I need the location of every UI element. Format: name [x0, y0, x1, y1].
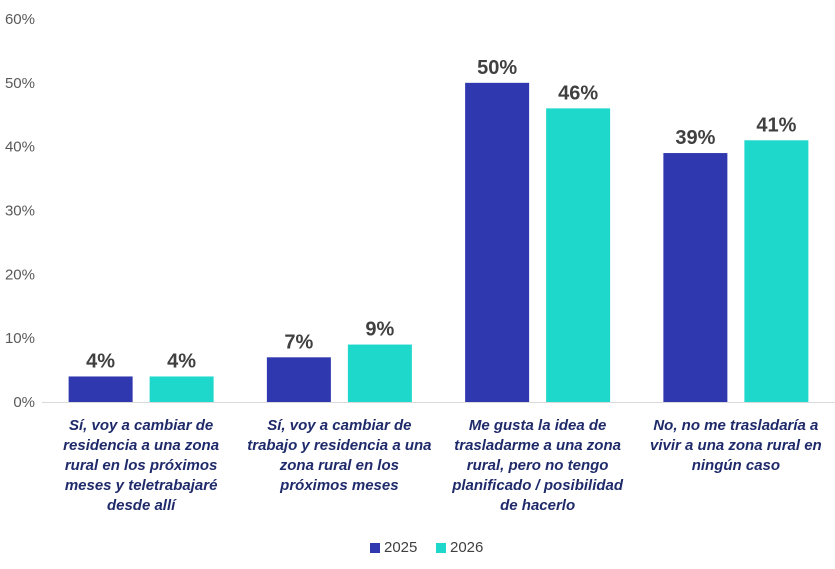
y-tick-label: 0% — [13, 394, 35, 411]
data-label: 4% — [167, 350, 196, 372]
bar — [546, 108, 611, 402]
bar — [663, 153, 728, 402]
x-category-label-line: trasladarme a una zona — [454, 437, 621, 454]
x-category-label: Me gusta la idea de trasladarme a una zon… — [451, 417, 624, 514]
x-category-label-line: rural, pero no tengo — [467, 457, 609, 474]
x-category-label: Sí, voy a cambiar de residencia a una zon… — [63, 417, 219, 514]
x-category-label-line: Sí, voy a cambiar de — [69, 417, 213, 434]
x-category-label-line: vivir a una zona rural en — [650, 437, 822, 454]
bar — [149, 376, 214, 402]
y-tick-label: 50% — [5, 75, 35, 92]
x-category-label-line: trabajo y residencia a una — [247, 437, 431, 454]
data-label: 41% — [756, 114, 796, 136]
bar — [465, 82, 530, 402]
x-category-label-line: meses y teletrabajaré — [65, 477, 218, 494]
legend-swatch — [370, 543, 380, 553]
y-tick-label: 10% — [5, 330, 35, 347]
y-tick-label: 20% — [5, 266, 35, 283]
bar — [744, 140, 809, 403]
data-label: 4% — [86, 350, 115, 372]
x-category-label-line: de hacerlo — [500, 497, 575, 514]
x-category-label-line: zona rural en los — [279, 457, 399, 474]
x-category-label-line: ningún caso — [692, 457, 780, 474]
x-category-label-line: desde allí — [107, 497, 177, 514]
data-label: 50% — [477, 57, 517, 79]
data-label: 39% — [675, 127, 715, 149]
bar — [347, 344, 412, 402]
y-tick-label: 40% — [5, 139, 35, 156]
legend-label: 2025 — [384, 539, 417, 556]
data-label: 46% — [558, 82, 598, 104]
data-label: 7% — [284, 331, 313, 353]
bar — [68, 376, 133, 402]
x-category-label-line: Me gusta la idea de — [469, 417, 607, 434]
y-tick-label: 30% — [5, 203, 35, 220]
x-category-label-line: planificado / posibilidad — [451, 477, 624, 494]
x-category-label-line: residencia a una zona — [63, 437, 219, 454]
legend-swatch — [436, 543, 446, 553]
x-category-label-line: Sí, voy a cambiar de — [267, 417, 411, 434]
x-category-label-line: próximos meses — [279, 477, 398, 494]
y-tick-label: 60% — [5, 11, 35, 28]
legend-label: 2026 — [450, 539, 483, 556]
x-category-label: No, no me trasladaría a vivir a una zona … — [650, 417, 822, 474]
x-category-label-line: rural en los próximos — [65, 457, 218, 474]
data-label: 9% — [365, 319, 394, 341]
bar — [266, 357, 331, 402]
x-category-label-line: No, no me trasladaría a — [653, 417, 818, 434]
x-category-label: Sí, voy a cambiar de trabajo y residencia… — [247, 417, 431, 494]
